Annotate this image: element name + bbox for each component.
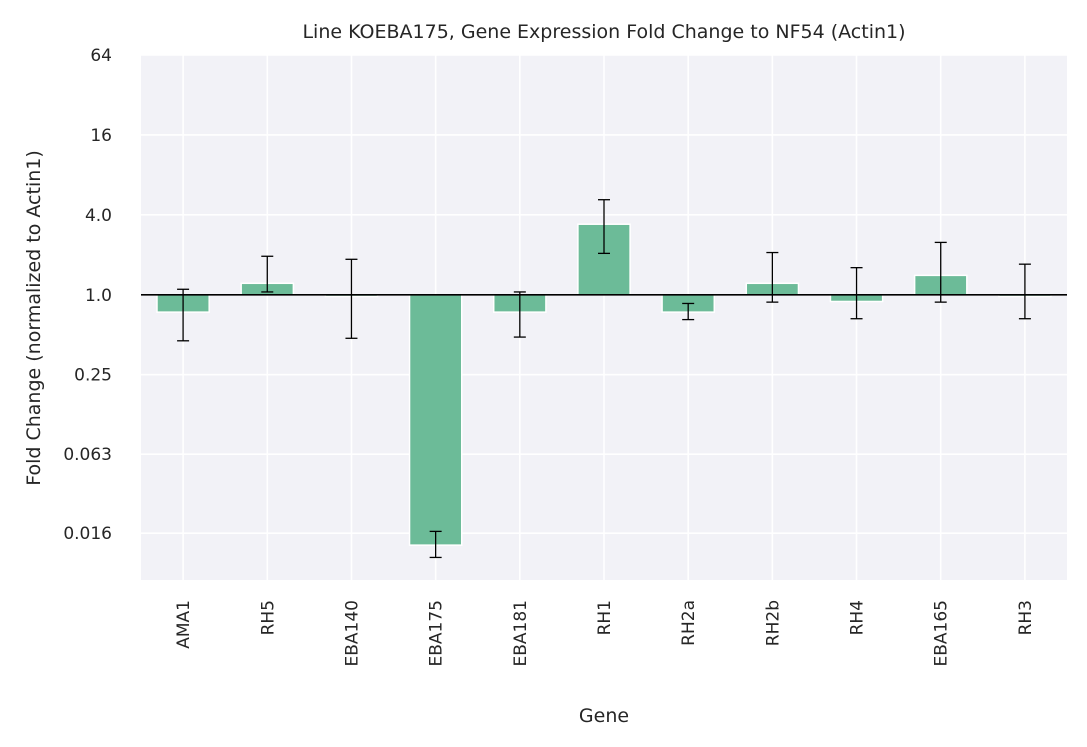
y-tick-label: 4.0 <box>85 206 112 226</box>
x-tick-label: RH3 <box>1016 600 1036 635</box>
x-tick-label: RH2a <box>679 600 699 646</box>
y-tick-label: 16 <box>90 126 112 146</box>
y-tick-label: 0.25 <box>74 366 112 386</box>
y-axis-label: Fold Change (normalized to Actin1) <box>23 150 45 486</box>
x-axis-label: Gene <box>579 705 629 727</box>
error-bars <box>177 199 1031 559</box>
x-tick-label: EBA175 <box>427 600 447 666</box>
x-tick-label: EBA140 <box>342 600 362 666</box>
x-tick-label: RH4 <box>848 600 868 635</box>
chart-title: Line KOEBA175, Gene Expression Fold Chan… <box>302 21 905 43</box>
x-tick-label: RH1 <box>595 600 615 635</box>
y-tick-label: 0.063 <box>63 445 112 465</box>
x-tick-label: EBA181 <box>511 600 531 666</box>
y-tick-labels: 64 16 4.0 1.0 0.25 0.063 0.016 <box>63 46 112 544</box>
y-tick-label: 0.016 <box>63 524 112 544</box>
bar <box>408 294 463 546</box>
x-tick-label: AMA1 <box>174 600 194 649</box>
x-tick-label: RH2b <box>763 600 783 646</box>
x-tick-label: EBA165 <box>932 600 952 666</box>
y-tick-label: 64 <box>90 46 112 66</box>
x-tick-label: RH5 <box>258 600 278 635</box>
y-tick-label: 1.0 <box>85 286 112 306</box>
x-tick-labels: AMA1 RH5 EBA140 EBA175 EBA181 RH1 RH2a RH2b RH4 E… <box>174 600 1036 666</box>
